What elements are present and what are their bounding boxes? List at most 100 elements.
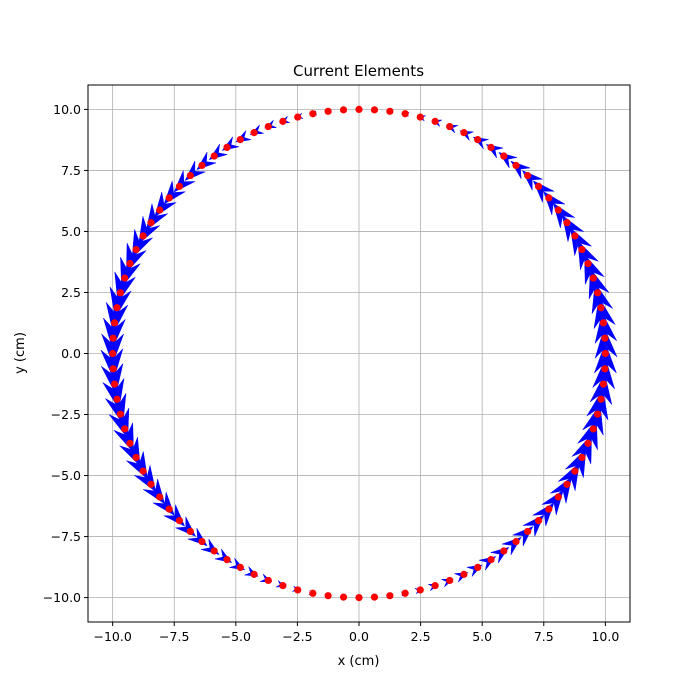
current-element-point [599,380,608,388]
current-element-point [431,582,439,590]
current-element-point [563,219,571,227]
current-arrow [103,317,126,350]
x-tick-label: 10.0 [591,629,619,644]
current-element-point [236,563,244,572]
current-element-point [370,593,379,601]
current-element-point [132,453,140,462]
current-element-point [594,410,602,418]
current-element-point [121,425,129,433]
current-element-point [460,129,468,137]
current-arrow [589,373,613,405]
chart-title: Current Elements [293,62,424,80]
current-arrow [100,348,124,381]
current-element-point [370,106,379,114]
current-element-point [386,107,394,115]
current-element-point [264,576,272,585]
current-element-point [601,365,609,373]
y-tick-label: 5.0 [61,224,81,239]
current-element-point [431,117,439,125]
x-tick-label: −5.0 [221,629,251,644]
current-element-point [223,143,231,152]
current-element-point [578,453,586,462]
current-element-point [279,582,287,590]
current-element-point [599,319,608,327]
current-element-point [578,245,586,254]
current-element-point [416,113,424,121]
current-element-point [175,516,184,525]
current-element-point [571,467,579,475]
current-element-point [186,171,194,180]
current-arrow [101,333,124,365]
current-element-point [601,349,609,358]
current-element-point [309,589,317,597]
current-element-point [524,527,532,536]
current-element-point [534,182,543,191]
current-element-point [156,206,164,214]
x-tick-label: 7.5 [534,629,554,644]
current-element-point [156,493,164,501]
current-element-point [339,106,348,114]
y-tick-label: −2.5 [51,407,81,422]
current-arrow [592,357,615,390]
current-element-point [250,129,258,137]
current-element-point [147,480,155,488]
y-tick-label: 0.0 [61,346,81,361]
current-element-point [589,425,597,433]
current-element-point [250,570,258,578]
current-element-point [512,161,520,170]
current-element-point [355,593,363,602]
current-element-point [584,260,592,268]
y-tick-label: 7.5 [61,163,81,178]
current-element-point [116,289,124,297]
current-element-point [175,182,184,191]
current-element-point [198,161,206,170]
current-element-point [139,467,147,475]
current-element-point [264,122,272,131]
current-element-point [601,334,609,342]
current-element-point [597,395,605,403]
x-tick-label: 2.5 [411,629,431,644]
current-element-point [386,592,394,600]
current-element-point [594,289,602,297]
current-element-point [110,319,119,327]
current-element-point [165,194,173,202]
current-element-point [113,304,121,312]
current-element-point [500,152,508,160]
current-element-point [460,570,468,578]
y-axis-label: y (cm) [13,332,28,374]
current-element-point [500,547,508,555]
current-element-point [109,349,117,358]
current-element-point [554,206,562,214]
current-element-point [113,395,121,403]
current-element-point [309,110,317,118]
current-element-point [554,493,562,501]
current-element-point [139,232,147,240]
current-element-point [563,480,571,488]
current-element-point [545,194,553,202]
current-element-point [589,274,597,282]
current-element-point [165,505,173,513]
current-element-point [545,505,553,513]
current-element-point [571,232,579,240]
current-element-point [534,516,543,525]
current-element-point [210,547,218,555]
x-tick-label: −7.5 [159,629,189,644]
current-element-point [401,589,409,597]
current-element-point [126,439,134,447]
current-element-point [294,113,302,121]
x-tick-label: −2.5 [282,629,312,644]
x-tick-label: −10.0 [93,629,131,644]
current-element-point [584,439,592,447]
y-tick-label: −10.0 [43,590,81,605]
current-element-point [339,593,348,601]
current-arrow [101,363,124,396]
current-element-point [524,171,532,180]
current-arrow [594,326,618,359]
current-element-point [186,527,194,536]
x-axis-label: x (cm) [338,654,380,669]
x-tick-label: 0.0 [349,629,369,644]
current-element-point [210,152,218,160]
y-tick-label: 2.5 [61,285,81,300]
